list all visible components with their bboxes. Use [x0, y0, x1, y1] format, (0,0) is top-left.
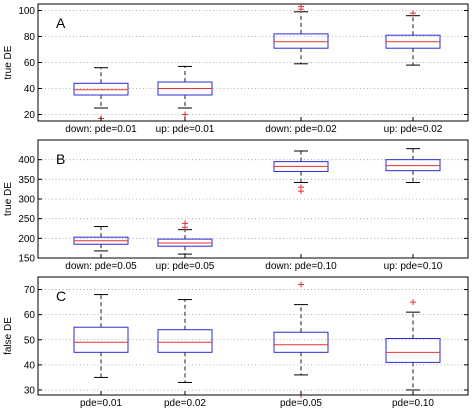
- y-tick-label: 100: [18, 6, 35, 17]
- x-tick-label: pde=0.05: [280, 398, 322, 409]
- iqr-box: [273, 33, 329, 49]
- x-tick-label: pde=0.01: [80, 398, 122, 409]
- outlier-marker: [298, 281, 304, 288]
- y-tick-label: 50: [24, 335, 36, 346]
- iqr-box: [385, 338, 441, 363]
- x-tick-label: down: pde=0.05: [65, 261, 137, 272]
- x-tick-label: up: pde=0.10: [384, 261, 443, 272]
- axes-frame: [37, 3, 469, 122]
- outlier-marker: [182, 220, 188, 227]
- box-3: [273, 3, 329, 65]
- x-tick-label: down: pde=0.10: [265, 261, 337, 272]
- box-4: [385, 299, 441, 391]
- panel-label: C: [56, 288, 66, 304]
- outlier-marker: [410, 10, 416, 17]
- y-tick-label: 200: [18, 234, 35, 245]
- iqr-box: [73, 82, 129, 96]
- y-tick-label: 250: [18, 214, 35, 225]
- box-2: [157, 220, 213, 255]
- y-tick-label: 400: [18, 155, 35, 166]
- box-3: [273, 281, 329, 398]
- y-tick-label: 150: [18, 254, 35, 265]
- panel-label: A: [56, 15, 66, 31]
- x-tick-label: down: pde=0.01: [65, 124, 137, 135]
- axes-frame: [37, 276, 469, 396]
- iqr-box: [273, 331, 329, 353]
- box-3: [273, 150, 329, 195]
- panel-a: 20 40 60 80 100 down: pde=0.01 up: pde=0.01 dow…: [3, 3, 469, 135]
- y-tick-label: 70: [24, 285, 36, 296]
- y-tick-label: 60: [24, 58, 36, 69]
- y-tick-label: 40: [24, 84, 36, 95]
- iqr-box: [73, 326, 129, 353]
- outlier-marker: [182, 111, 188, 118]
- y-axis-label: false DE: [3, 317, 14, 355]
- y-tick-label: 60: [24, 310, 36, 321]
- panel-label: B: [56, 151, 65, 167]
- box-2: [157, 299, 213, 383]
- panel-c: 30 40 50 60 70 pde=0.01 pde=0.02 pde=0.05 pde=0.…: [3, 276, 469, 409]
- y-axis-label: true DE: [3, 45, 14, 79]
- y-tick-label: 80: [24, 32, 36, 43]
- x-tick-label: up: pde=0.05: [156, 261, 215, 272]
- y-tick-label: 300: [18, 195, 35, 206]
- y-axis-label: true DE: [3, 182, 14, 216]
- y-tick-label: 40: [24, 360, 36, 371]
- outlier-marker: [298, 3, 304, 10]
- box-1: [73, 67, 129, 122]
- outlier-marker: [410, 299, 416, 306]
- x-tick-label: up: pde=0.01: [156, 124, 215, 135]
- y-tick-label: 20: [24, 110, 36, 121]
- outlier-marker: [298, 184, 304, 191]
- box-1: [73, 226, 129, 252]
- iqr-box: [157, 329, 213, 353]
- x-tick-label: down: pde=0.02: [265, 124, 337, 135]
- panel-b: 150 200 250 300 350 400 down: pde=0.05 up: pde=…: [3, 139, 469, 272]
- x-tick-label: pde=0.10: [392, 398, 434, 409]
- box-2: [157, 65, 213, 118]
- x-tick-label: up: pde=0.02: [384, 124, 443, 135]
- box-4: [385, 148, 441, 183]
- box-1: [73, 294, 129, 378]
- x-tick-label: pde=0.02: [164, 398, 206, 409]
- box-4: [385, 10, 441, 66]
- y-tick-label: 30: [24, 385, 36, 396]
- y-tick-label: 350: [18, 175, 35, 186]
